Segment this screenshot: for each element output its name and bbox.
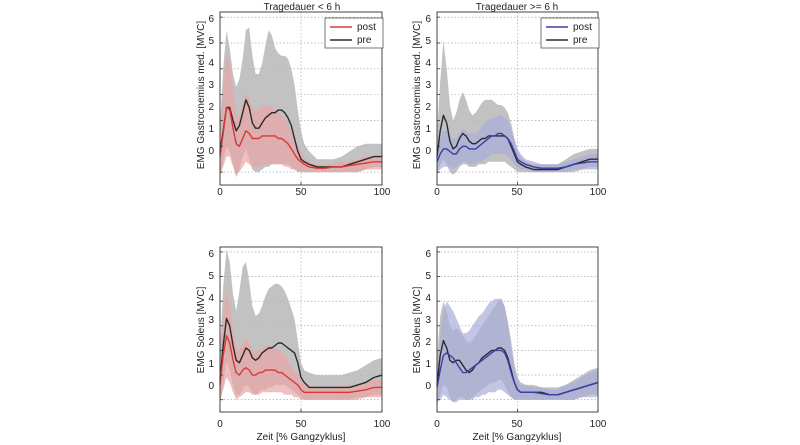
x-axis-label: Zeit [% Gangzyklus] — [257, 432, 346, 443]
y-axis-label: EMG Soleus [MVC] — [196, 286, 207, 373]
panel-gastrocnemius-long: Tragedauer >= 6 h EMG Gastrocnemius med.… — [412, 2, 607, 198]
legend-label-post: post — [573, 22, 592, 33]
y-tick-label: 0 — [208, 381, 214, 392]
line-pre — [219, 317, 383, 389]
y-tick-label: 6 — [208, 249, 214, 260]
y-axis-label: EMG Gastrocnemius med. [MVC] — [412, 21, 423, 170]
y-tick-label: 1 — [425, 359, 431, 370]
y-tick-label: 2 — [425, 337, 431, 348]
y-tick-label: 3 — [208, 315, 214, 326]
legend: post pre — [324, 17, 384, 49]
x-tick-label: 100 — [590, 187, 607, 198]
y-tick-label: 1 — [425, 124, 431, 135]
y-tick-label: 6 — [425, 14, 431, 25]
band-post — [220, 55, 382, 175]
tick-labels: 6 5 4 3 2 1 0 0 50 100 — [425, 249, 606, 430]
y-tick-label: 4 — [208, 58, 214, 69]
legend: post pre — [540, 17, 600, 49]
legend-label-pre: pre — [573, 35, 588, 46]
plot-layer — [436, 247, 599, 412]
panel-soleus-long: EMG Soleus [MVC] Zeit [% Gangzyklus] 6 5… — [412, 246, 607, 443]
y-tick-label: 6 — [425, 249, 431, 260]
y-tick-label: 0 — [208, 146, 214, 157]
legend-box — [324, 17, 384, 49]
y-tick-label: 3 — [425, 315, 431, 326]
y-tick-label: 4 — [208, 293, 214, 304]
y-tick-label: 5 — [425, 271, 431, 282]
y-tick-label: 3 — [425, 80, 431, 91]
x-tick-label: 0 — [217, 187, 223, 198]
y-tick-label: 1 — [208, 124, 214, 135]
y-tick-label: 2 — [208, 337, 214, 348]
x-tick-label: 100 — [374, 419, 391, 430]
y-tick-label: 0 — [425, 381, 431, 392]
x-tick-label: 100 — [590, 419, 607, 430]
panel-title: Tragedauer < 6 h — [264, 2, 341, 13]
y-axis-label: EMG Gastrocnemius med. [MVC] — [196, 21, 207, 170]
x-tick-label: 0 — [434, 419, 440, 430]
tick-labels: 6 5 4 3 2 1 0 0 50 100 — [208, 249, 390, 430]
band-post — [437, 115, 598, 173]
x-tick-label: 0 — [434, 187, 440, 198]
x-axis-label: Zeit [% Gangzyklus] — [473, 432, 562, 443]
x-tick-label: 50 — [295, 187, 307, 198]
y-tick-label: 4 — [425, 58, 431, 69]
y-tick-label: 5 — [208, 271, 214, 282]
line-post — [436, 349, 599, 396]
tick-labels: 6 5 4 3 2 1 0 0 50 100 — [425, 14, 606, 198]
line-post — [436, 132, 598, 169]
x-tick-label: 50 — [511, 187, 523, 198]
panel-title: Tragedauer >= 6 h — [476, 2, 558, 13]
panel-soleus-short: EMG Soleus [MVC] Zeit [% Gangzyklus] 6 5… — [196, 246, 391, 443]
legend-label-post: post — [357, 22, 376, 33]
tick-labels: 6 5 4 3 2 1 0 0 50 100 — [208, 14, 390, 198]
legend-label-pre: pre — [357, 35, 372, 46]
y-tick-label: 2 — [425, 102, 431, 113]
y-tick-label: 3 — [208, 80, 214, 91]
y-tick-label: 1 — [208, 359, 214, 370]
y-axis-label: EMG Soleus [MVC] — [412, 286, 423, 373]
y-tick-label: 2 — [208, 102, 214, 113]
x-tick-label: 50 — [295, 419, 307, 430]
x-tick-label: 50 — [511, 419, 523, 430]
band-post — [437, 298, 598, 403]
y-tick-label: 6 — [208, 14, 214, 25]
y-tick-label: 5 — [208, 36, 214, 47]
plot-layer — [219, 247, 383, 412]
x-tick-label: 0 — [217, 419, 223, 430]
line-post — [219, 106, 382, 169]
legend-box — [540, 17, 600, 49]
x-tick-label: 100 — [374, 187, 391, 198]
y-tick-label: 5 — [425, 36, 431, 47]
line-post — [219, 335, 382, 393]
y-tick-label: 0 — [425, 146, 431, 157]
panel-gastrocnemius-short: Tragedauer < 6 h EMG Gastrocnemius med. … — [196, 2, 391, 198]
y-tick-label: 4 — [425, 293, 431, 304]
